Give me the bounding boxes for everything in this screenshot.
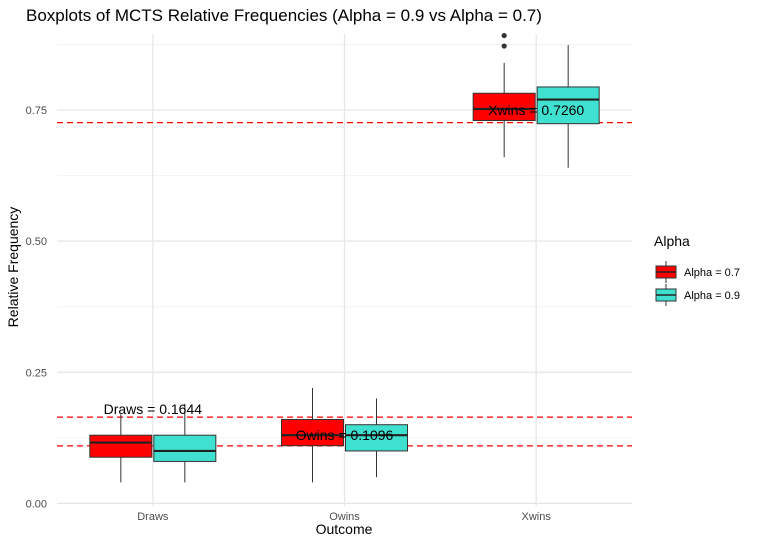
legend-label: Alpha = 0.9 — [684, 290, 740, 302]
major-gridlines — [57, 34, 632, 506]
outlier-point — [501, 43, 507, 49]
x-axis-title: Outcome — [316, 521, 373, 537]
box-xwins-alpha-09 — [536, 45, 600, 168]
legend: Alpha Alpha = 0.7 Alpha = 0.9 — [654, 233, 740, 306]
annotation-label: Draws = 0.1644 — [104, 401, 203, 417]
box-body — [345, 424, 408, 452]
y-axis-title: Relative Frequency — [5, 207, 21, 328]
y-tick-label: 0.50 — [26, 236, 47, 248]
legend-key-alpha-07 — [655, 261, 677, 283]
annotations: Xwins = 0.7260 Draws = 0.1644 Owins = 0.10… — [104, 102, 585, 443]
box-body — [89, 434, 153, 458]
chart-title: Boxplots of MCTS Relative Frequencies (A… — [26, 6, 542, 25]
y-tick-label: 0.75 — [26, 105, 47, 117]
outlier-point — [501, 32, 507, 39]
y-axis-ticks: 0.00 0.25 0.50 0.75 — [26, 105, 47, 510]
x-tick-label: Xwins — [521, 511, 551, 523]
reference-lines — [57, 121, 632, 447]
box-body — [281, 418, 344, 447]
x-tick-label: Draws — [137, 511, 169, 523]
annotation-label: Owins = 0.1096 — [296, 427, 394, 443]
box-body — [536, 86, 600, 125]
y-tick-label: 0.00 — [26, 498, 47, 510]
legend-label: Alpha = 0.7 — [684, 267, 740, 279]
y-tick-label: 0.25 — [26, 367, 47, 379]
legend-title: Alpha — [654, 233, 690, 249]
box-body — [472, 92, 536, 122]
box-owins-alpha-07 — [281, 388, 344, 483]
x-tick-label: Owins — [329, 511, 360, 523]
annotation-label: Xwins = 0.7260 — [488, 102, 584, 118]
legend-key-alpha-09 — [655, 284, 677, 306]
box-draws-alpha-07 — [89, 414, 153, 483]
box-owins-alpha-09 — [345, 398, 408, 478]
x-axis-ticks: Draws Owins Xwins — [137, 511, 551, 523]
box-draws-alpha-09 — [153, 403, 217, 483]
boxplots — [89, 32, 600, 483]
box-xwins-alpha-07 — [472, 32, 536, 158]
box-body — [153, 434, 217, 462]
